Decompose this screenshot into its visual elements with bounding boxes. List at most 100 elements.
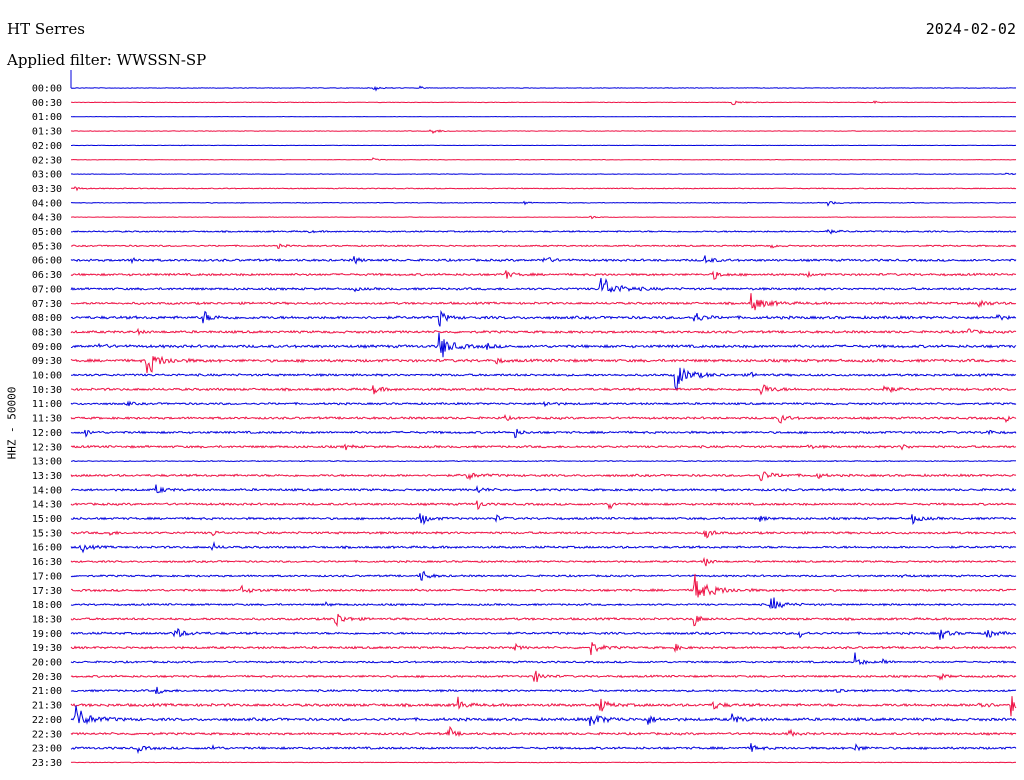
- trace-row-1730: [71, 573, 1017, 598]
- trace-row-2100: [70, 686, 1017, 695]
- time-tick-label: 04:30: [32, 213, 62, 224]
- trace-row-0300: [70, 172, 1017, 176]
- time-tick-label: 04:00: [32, 198, 62, 209]
- trace-row-1130: [70, 414, 1017, 424]
- time-tick-label: 22:00: [32, 715, 62, 726]
- time-tick-label: 16:00: [32, 543, 62, 554]
- time-tick-label: 21:30: [32, 701, 62, 712]
- trace-row-1030: [70, 384, 1017, 396]
- time-tick-label: 19:30: [32, 643, 62, 654]
- trace-row-0800: [70, 309, 1017, 327]
- trace-row-1700: [70, 570, 1017, 581]
- time-tick-label: 09:30: [32, 356, 62, 367]
- trace-row-0600: [70, 255, 1017, 265]
- trace-row-0730: [70, 293, 1017, 311]
- time-tick-label: 06:00: [32, 256, 62, 267]
- time-tick-label: 23:30: [32, 758, 62, 769]
- time-tick-label: 12:00: [32, 428, 62, 439]
- trace-row-0830: [70, 327, 1017, 337]
- time-tick-label: 10:00: [32, 371, 62, 382]
- trace-row-2230: [70, 725, 1017, 738]
- trace-row-0700: [70, 277, 1017, 293]
- trace-row-0230: [71, 157, 1017, 161]
- time-tick-label: 16:30: [32, 557, 62, 568]
- time-tick-label: 13:30: [32, 471, 62, 482]
- trace-row-0500: [71, 228, 1017, 235]
- time-tick-label: 18:30: [32, 614, 62, 625]
- time-tick-label: 20:30: [32, 672, 62, 683]
- trace-row-2300: [70, 743, 1017, 755]
- time-tick-label: 02:30: [32, 155, 62, 166]
- time-tick-label: 14:30: [32, 500, 62, 511]
- trace-layer: [70, 85, 1017, 764]
- time-axis: 00:00 00:30 01:00 01:30 02:00 02:30 03:00 03:30…: [32, 70, 72, 769]
- trace-row-1530: [70, 529, 1017, 539]
- time-tick-label: 07:00: [32, 284, 62, 295]
- trace-row-1830: [70, 613, 1017, 628]
- time-tick-label: 19:00: [32, 629, 62, 640]
- trace-row-1930: [70, 642, 1017, 656]
- trace-row-0330: [71, 186, 1017, 192]
- trace-row-1330: [70, 471, 1017, 482]
- time-tick-label: 09:00: [32, 342, 62, 353]
- trace-row-1230: [70, 443, 1017, 451]
- trace-row-0530: [70, 243, 1017, 249]
- time-tick-label: 23:00: [32, 744, 62, 755]
- trace-row-1630: [70, 556, 1017, 567]
- time-tick-label: 03:00: [32, 170, 62, 181]
- trace-row-0030: [71, 100, 1017, 106]
- time-tick-label: 05:00: [32, 227, 62, 238]
- trace-row-1300: [70, 460, 1017, 463]
- time-tick-label: 01:30: [32, 127, 62, 138]
- time-tick-label: 11:00: [32, 399, 62, 410]
- trace-row-1100: [70, 400, 1017, 408]
- time-tick-label: 11:30: [32, 414, 62, 425]
- trace-row-0400: [70, 200, 1017, 207]
- time-tick-label: 18:00: [32, 600, 62, 611]
- trace-row-0930: [70, 355, 1017, 374]
- time-tick-label: 15:30: [32, 528, 62, 539]
- time-tick-label: 13:00: [32, 457, 62, 468]
- date-label: 2024-02-02: [925, 20, 1016, 38]
- trace-row-2130: [70, 696, 1017, 717]
- time-tick-label: 07:30: [32, 299, 62, 310]
- trace-row-1400: [70, 484, 1017, 494]
- trace-row-0430: [71, 215, 1017, 220]
- trace-row-1200: [70, 428, 1017, 439]
- time-tick-label: 20:00: [32, 658, 62, 669]
- trace-row-0130: [70, 129, 1016, 135]
- time-tick-label: 15:00: [32, 514, 62, 525]
- trace-row-1500: [70, 513, 1017, 526]
- trace-row-1800: [70, 597, 1017, 610]
- trace-row-2330: [70, 761, 1017, 764]
- station-title: HT Serres: [7, 20, 85, 38]
- time-tick-label: 06:30: [32, 270, 62, 281]
- trace-row-1430: [70, 500, 1017, 511]
- trace-row-1900: [70, 627, 1017, 640]
- time-tick-label: 03:30: [32, 184, 62, 195]
- trace-row-2030: [70, 670, 1017, 683]
- trace-row-0630: [70, 270, 1017, 280]
- time-tick-label: 14:00: [32, 485, 62, 496]
- trace-row-2200: [70, 705, 1017, 726]
- time-tick-label: 17:30: [32, 586, 62, 597]
- trace-row-0000: [70, 85, 1017, 92]
- trace-row-0900: [70, 332, 1017, 358]
- time-tick-label: 21:00: [32, 686, 62, 697]
- trace-row-1000: [71, 367, 1017, 391]
- time-tick-label: 01:00: [32, 112, 62, 123]
- time-tick-label: 10:30: [32, 385, 62, 396]
- time-tick-label: 12:30: [32, 442, 62, 453]
- time-tick-label: 02:00: [32, 141, 62, 152]
- time-tick-label: 22:30: [32, 729, 62, 740]
- time-tick-label: 00:00: [32, 84, 62, 95]
- time-tick-label: 08:30: [32, 327, 62, 338]
- trace-row-2000: [70, 652, 1017, 666]
- trace-row-1600: [70, 541, 1017, 554]
- time-tick-label: 05:30: [32, 241, 62, 252]
- time-tick-label: 00:30: [32, 98, 62, 109]
- time-tick-label: 08:00: [32, 313, 62, 324]
- filter-label: Applied filter: WWSSN-SP: [7, 51, 207, 69]
- time-tick-label: 17:00: [32, 571, 62, 582]
